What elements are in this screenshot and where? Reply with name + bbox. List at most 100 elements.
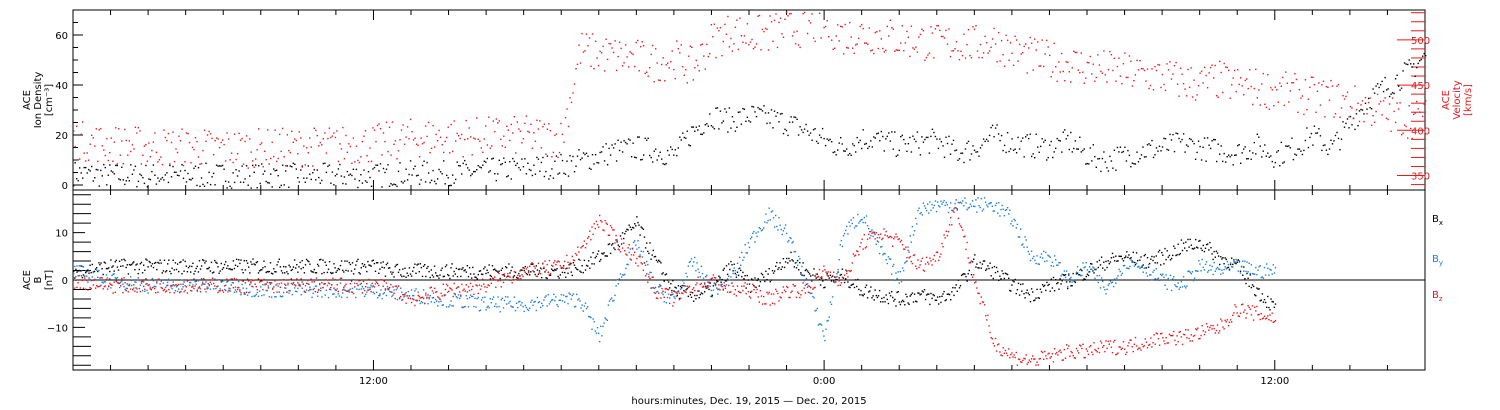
data-point (88, 272, 90, 274)
data-point (389, 287, 391, 289)
data-point (149, 261, 151, 264)
data-point (915, 300, 917, 302)
data-point (207, 267, 209, 270)
data-point (942, 293, 944, 295)
data-point (391, 184, 394, 186)
data-point (364, 130, 367, 132)
data-point (581, 265, 583, 267)
data-point (215, 164, 218, 166)
data-point (557, 260, 559, 262)
data-point (456, 297, 459, 299)
data-point (980, 198, 982, 200)
data-point (230, 278, 232, 280)
data-point (1367, 101, 1370, 104)
data-point (1269, 309, 1271, 311)
data-point (1062, 278, 1064, 281)
data-point (764, 112, 767, 114)
data-point (313, 281, 315, 283)
data-point (416, 264, 418, 266)
data-point (143, 145, 146, 147)
data-point (549, 175, 552, 177)
data-point (918, 207, 920, 209)
data-point (532, 263, 534, 265)
data-point (994, 271, 997, 274)
data-point (683, 285, 685, 287)
data-point (805, 123, 807, 126)
data-point (472, 295, 474, 298)
data-point (181, 273, 183, 275)
data-point (1366, 108, 1368, 110)
data-point (533, 265, 535, 267)
data-point (1264, 274, 1267, 276)
data-point (849, 225, 851, 227)
data-point (1358, 120, 1361, 123)
data-point (312, 172, 314, 174)
data-point (759, 290, 762, 292)
data-point (494, 276, 496, 278)
data-point (564, 301, 566, 303)
data-point (260, 269, 262, 271)
data-point (605, 255, 607, 257)
data-point (356, 260, 358, 262)
data-point (860, 289, 862, 292)
data-point (674, 286, 676, 288)
data-point (1047, 284, 1049, 287)
data-point (561, 267, 564, 269)
data-point (319, 182, 321, 184)
data-point (908, 257, 910, 259)
data-point (1147, 263, 1150, 266)
data-point (194, 285, 196, 287)
data-point (568, 264, 570, 266)
data-point (290, 278, 292, 280)
data-point (1250, 286, 1253, 289)
data-point (1082, 279, 1084, 281)
data-point (312, 292, 314, 295)
data-point (184, 169, 186, 172)
data-point (590, 316, 592, 319)
data-point (471, 288, 473, 291)
data-point (763, 295, 765, 298)
data-point (196, 290, 198, 292)
data-point (1342, 121, 1344, 123)
data-point (155, 292, 157, 294)
data-point (821, 276, 823, 278)
data-point (1309, 136, 1311, 139)
data-point (227, 280, 229, 283)
data-point (377, 282, 379, 285)
data-point (837, 284, 839, 287)
data-point (289, 151, 291, 154)
data-point (305, 282, 308, 285)
data-point (639, 256, 641, 258)
data-point (1004, 209, 1007, 212)
data-point (288, 289, 290, 292)
data-point (1327, 153, 1329, 156)
data-point (304, 164, 306, 166)
data-point (1041, 257, 1044, 259)
data-point (421, 275, 424, 278)
data-point (320, 287, 322, 289)
data-point (858, 222, 860, 224)
data-point (450, 267, 452, 269)
data-point (226, 278, 228, 280)
data-point (1413, 63, 1415, 65)
data-point (1068, 148, 1070, 151)
data-point (1011, 52, 1013, 54)
data-point (103, 149, 105, 151)
data-point (1387, 118, 1389, 121)
data-point (182, 286, 184, 288)
data-point (255, 158, 257, 160)
data-point (903, 248, 905, 250)
data-point (142, 177, 144, 179)
data-point (706, 123, 708, 125)
data-point (1179, 141, 1182, 143)
data-point (1306, 109, 1308, 111)
data-point (1061, 52, 1063, 55)
data-point (896, 291, 898, 294)
data-point (1100, 277, 1103, 279)
data-point (212, 172, 215, 175)
data-point (691, 46, 693, 48)
data-point (1327, 86, 1329, 88)
data-point (713, 276, 716, 279)
data-point (674, 297, 676, 300)
data-point (599, 214, 601, 217)
